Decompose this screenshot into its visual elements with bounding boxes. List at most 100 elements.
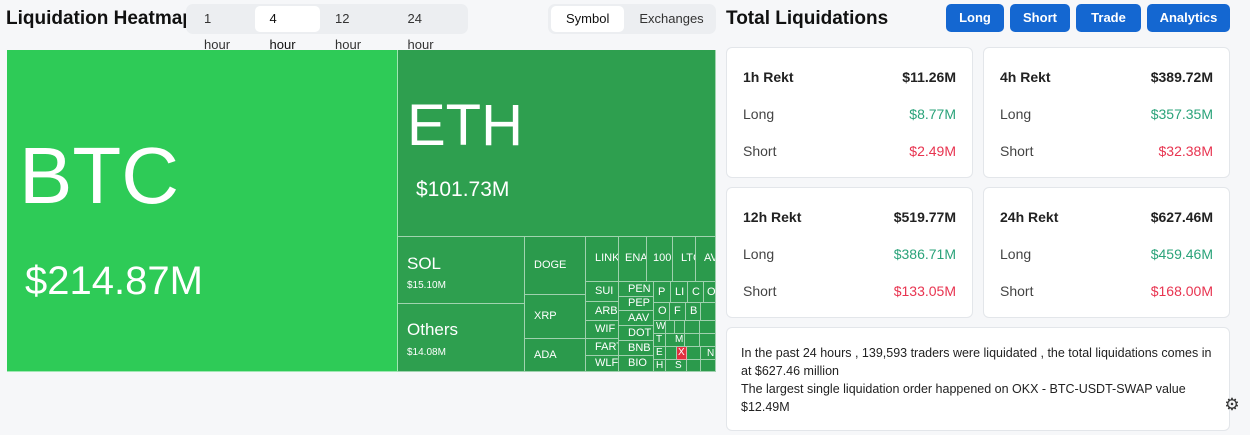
heatmap-cell-tiny-e0b[interactable] [700, 321, 716, 334]
heatmap-cell-wlfi[interactable]: WLFI [586, 356, 619, 372]
analytics-button[interactable]: Analytics [1147, 4, 1230, 32]
100-symbol: 100 [653, 252, 672, 264]
heatmap-cell-pen[interactable]: PEN [619, 282, 654, 297]
heatmap-cell-tiny-b2[interactable]: F [670, 303, 686, 321]
tiny-b2-symbol: F [674, 305, 681, 317]
heatmap-cell-fart[interactable]: FART [586, 339, 619, 356]
heatmap-cell-tiny-c4[interactable]: H [654, 360, 666, 372]
heatmap-cell-aave[interactable]: AAV [619, 311, 654, 326]
short-button[interactable]: Short [1010, 4, 1070, 32]
time-option-12h[interactable]: 12 hour [335, 11, 362, 52]
heatmap-cell-tiny-d0[interactable] [666, 321, 675, 334]
heatmap-cell-tiny-b4[interactable] [701, 303, 716, 321]
heatmap-cell-tiny-c1[interactable]: W [654, 321, 666, 334]
heatmap-cell-tiny-e1[interactable] [685, 334, 700, 347]
time-option-1h[interactable]: 1 hour [204, 11, 231, 52]
arb-symbol: ARB [595, 305, 618, 317]
pen-symbol: PEN [628, 283, 651, 295]
sui-symbol: SUI [595, 285, 614, 297]
tiny-b1-symbol: O [658, 305, 667, 317]
heatmap-cell-dot[interactable]: DOT [619, 326, 654, 341]
ltc-symbol: LTC [681, 252, 695, 264]
tiny-c2-symbol: T [656, 334, 663, 345]
time-option-4h[interactable]: 4 hour [254, 6, 321, 52]
heatmap-cell-tiny-e5[interactable] [701, 360, 716, 372]
heatmap-cell-sol[interactable]: SOL $15.10M [398, 237, 525, 304]
heatmap-cell-doge[interactable]: DOGE [525, 237, 586, 295]
btc-symbol: BTC [19, 131, 179, 220]
trade-button[interactable]: Trade [1076, 4, 1141, 32]
heatmap-cell-pep[interactable]: PEP [619, 297, 654, 311]
card-1h-rekt: 1h Rekt $11.26M Long $8.77M Short $2.49M [726, 47, 973, 178]
heatmap-cell-tiny-e1b[interactable] [700, 334, 716, 347]
liquidation-summary: In the past 24 hours , 139,593 traders w… [726, 327, 1230, 431]
heatmap-cell-tiny-d0b[interactable] [675, 321, 685, 334]
heatmap-cell-btc[interactable]: BTC $214.87M [7, 50, 398, 372]
tiny-c3-symbol: E [656, 347, 663, 358]
heatmap-cell-tiny-a4[interactable]: O [704, 282, 716, 303]
short-value: $133.05M [893, 283, 956, 299]
tiny-a4-symbol: O [707, 286, 716, 298]
tiny-a2-symbol: LI [675, 286, 685, 298]
heatmap-cell-eth[interactable]: ETH $101.73M [398, 50, 716, 237]
av-symbol: AV [704, 252, 715, 264]
heatmap-cell-others[interactable]: Others $14.08M [398, 304, 525, 372]
sol-value: $15.10M [407, 280, 446, 291]
long-button[interactable]: Long [946, 4, 1004, 32]
card-total: $389.72M [1150, 69, 1213, 85]
heatmap-cell-tiny-e2[interactable] [687, 347, 701, 360]
doge-symbol: DOGE [534, 259, 567, 271]
time-option-24h[interactable]: 24 hour [407, 11, 434, 52]
heatmap-cell-tiny-d1[interactable]: M [666, 334, 685, 347]
others-value: $14.08M [407, 347, 446, 358]
heatmap-cell-tiny-d-pos[interactable] [666, 347, 677, 360]
heatmap-cell-ada[interactable]: ADA [525, 339, 586, 372]
heatmap-cell-wif[interactable]: WIF [586, 321, 619, 339]
heatmap-cell-tiny-e0[interactable] [685, 321, 700, 334]
card-total: $519.77M [893, 209, 956, 225]
short-label: Short [1000, 143, 1034, 159]
heatmap-cell-tiny-b3[interactable]: B [686, 303, 701, 321]
tiny-c4-symbol: H [656, 360, 664, 371]
heatmap-cell-xrp[interactable]: XRP [525, 295, 586, 339]
sol-symbol: SOL [407, 254, 442, 273]
liquidation-heatmap: BTC $214.87M ETH $101.73M SOL $15.10M Ot… [7, 50, 716, 372]
settings-icon[interactable]: ⚙ [1224, 395, 1240, 414]
long-value: $8.77M [909, 106, 956, 122]
heatmap-cell-tiny-d3[interactable]: S [666, 360, 687, 372]
heatmap-cell-tiny-e3[interactable]: N [701, 347, 716, 360]
card-12h-rekt: 12h Rekt $519.77M Long $386.71M Short $1… [726, 187, 973, 318]
tiny-c1-symbol: W [656, 321, 666, 332]
heatmap-cell-ena[interactable]: ENA [619, 237, 647, 282]
card-total: $11.26M [902, 69, 956, 85]
heatmap-cell-link[interactable]: LINK [586, 237, 619, 282]
heatmap-cell-sui[interactable]: SUI [586, 282, 619, 302]
heatmap-cell-tiny-a3[interactable]: C [688, 282, 704, 303]
heatmap-cell-bio[interactable]: BIO [619, 356, 654, 372]
heatmap-cell-tiny-c2[interactable]: T [654, 334, 666, 347]
btc-value: $214.87M [25, 259, 203, 303]
heatmap-cell-tiny-a2[interactable]: LI [671, 282, 688, 303]
card-total: $627.46M [1150, 209, 1213, 225]
heatmap-cell-av[interactable]: AV [696, 237, 716, 282]
heatmap-cell-tiny-d2[interactable]: X [677, 347, 687, 360]
group-option-exchanges[interactable]: Exchanges [639, 11, 704, 26]
heatmap-cell-100[interactable]: 100 [647, 237, 673, 282]
heatmap-cell-tiny-c3[interactable]: E [654, 347, 666, 360]
dot-symbol: DOT [628, 327, 652, 339]
heatmap-cell-arb[interactable]: ARB [586, 302, 619, 321]
group-option-symbol[interactable]: Symbol [551, 6, 625, 32]
long-label: Long [1000, 246, 1032, 262]
time-range-selector: 1 hour 4 hour 12 hour 24 hour [186, 4, 468, 52]
heatmap-cell-tiny-e4[interactable] [687, 360, 701, 372]
wlfi-symbol: WLFI [595, 357, 619, 369]
heatmap-cell-tiny-b1[interactable]: O [654, 303, 670, 321]
xrp-symbol: XRP [534, 310, 557, 322]
heatmap-cell-tiny-a1[interactable]: P [654, 282, 671, 303]
short-label: Short [1000, 283, 1034, 299]
heatmap-cell-ltc[interactable]: LTC [673, 237, 696, 282]
short-value: $32.38M [1158, 143, 1213, 159]
card-title: 4h Rekt [1000, 69, 1051, 85]
card-4h-rekt: 4h Rekt $389.72M Long $357.35M Short $32… [983, 47, 1230, 178]
heatmap-cell-bnb[interactable]: BNB [619, 341, 654, 356]
